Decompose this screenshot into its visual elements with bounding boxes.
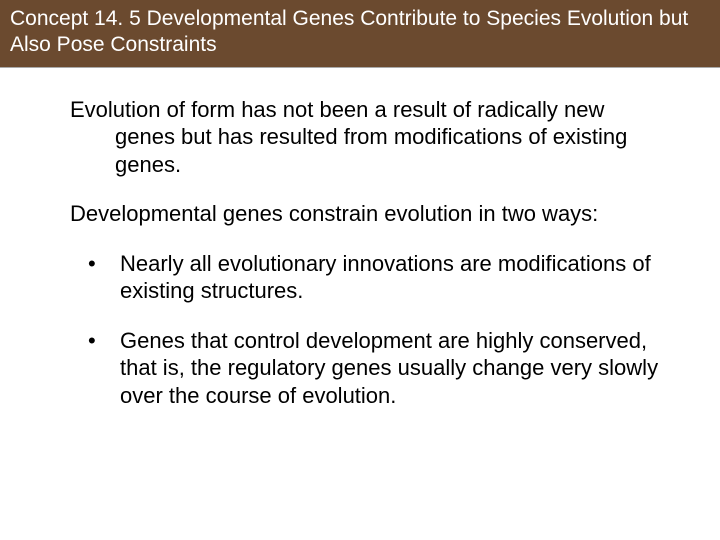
bullet-text: Genes that control development are highl…	[120, 328, 658, 408]
slide-content: Evolution of form has not been a result …	[0, 68, 720, 452]
list-item: Genes that control development are highl…	[88, 327, 660, 410]
list-item: Nearly all evolutionary innovations are …	[88, 250, 660, 305]
bullet-list: Nearly all evolutionary innovations are …	[70, 250, 660, 410]
paragraph: Evolution of form has not been a result …	[70, 96, 660, 179]
paragraph: Developmental genes constrain evolution …	[70, 200, 660, 228]
slide-header: Concept 14. 5 Developmental Genes Contri…	[0, 0, 720, 68]
bullet-text: Nearly all evolutionary innovations are …	[120, 251, 651, 304]
slide-title: Concept 14. 5 Developmental Genes Contri…	[10, 7, 688, 56]
